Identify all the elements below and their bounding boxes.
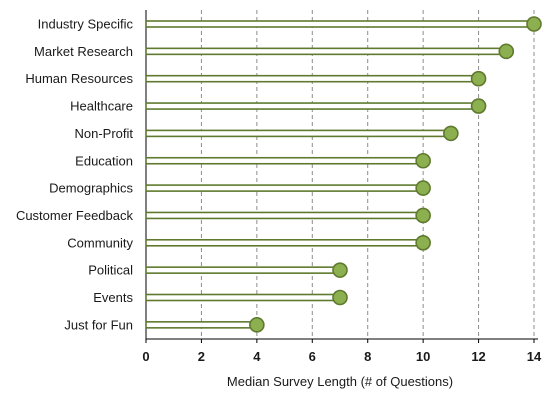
lollipop-stem bbox=[145, 266, 341, 274]
category-label: Market Research bbox=[34, 44, 133, 59]
category-label: Industry Specific bbox=[38, 17, 134, 32]
lollipop-stem bbox=[145, 74, 480, 83]
lollipop-marker bbox=[415, 235, 431, 251]
category-label: Community bbox=[67, 235, 133, 250]
lollipop-markers bbox=[249, 16, 542, 333]
category-label: Just for Fun bbox=[64, 317, 133, 332]
x-tick-label: 2 bbox=[198, 349, 205, 364]
lollipop-stem bbox=[145, 47, 508, 56]
lollipop-marker bbox=[526, 16, 542, 32]
lollipop-marker bbox=[332, 262, 348, 278]
x-tick-label: 8 bbox=[364, 349, 371, 364]
category-label: Events bbox=[93, 290, 133, 305]
x-tick-label: 10 bbox=[416, 349, 430, 364]
category-label: Customer Feedback bbox=[16, 208, 134, 223]
lollipop-stem bbox=[145, 102, 480, 110]
lollipop-marker bbox=[332, 289, 348, 306]
lollipop-marker bbox=[249, 317, 265, 333]
x-tick-label: 0 bbox=[142, 349, 149, 364]
x-tick-label: 12 bbox=[471, 349, 485, 364]
x-tick-labels: 0 2 4 6 8 10 12 14 bbox=[142, 349, 542, 364]
lollipop-marker bbox=[415, 207, 431, 224]
category-labels: Industry Specific Market Research Human Re… bbox=[16, 17, 134, 333]
lollipop-marker bbox=[498, 43, 515, 60]
category-label: Education bbox=[75, 153, 133, 168]
lollipop-stems bbox=[145, 20, 535, 329]
lollipop-marker bbox=[415, 152, 431, 169]
lollipop-stem bbox=[145, 239, 424, 247]
category-label: Non-Profit bbox=[74, 126, 133, 141]
lollipop-marker bbox=[470, 70, 487, 87]
lollipop-stem bbox=[145, 20, 535, 28]
lollipop-stem bbox=[145, 184, 424, 192]
category-label: Political bbox=[88, 263, 133, 278]
x-tick-label: 4 bbox=[253, 349, 261, 364]
axes bbox=[145, 10, 538, 343]
x-tick-label: 6 bbox=[309, 349, 316, 364]
lollipop-marker bbox=[443, 125, 459, 142]
gridlines bbox=[200, 10, 535, 339]
lollipop-stem bbox=[145, 293, 341, 302]
lollipop-stem bbox=[145, 156, 424, 165]
lollipop-stem bbox=[145, 321, 258, 329]
category-label: Healthcare bbox=[70, 99, 133, 114]
lollipop-marker bbox=[470, 98, 487, 114]
lollipop-stem bbox=[145, 211, 424, 220]
x-axis-title: Median Survey Length (# of Questions) bbox=[227, 374, 453, 389]
category-label: Demographics bbox=[49, 181, 133, 196]
lollipop-stem bbox=[145, 129, 452, 138]
category-label: Human Resources bbox=[25, 71, 133, 86]
x-tick-label: 14 bbox=[527, 349, 542, 364]
lollipop-marker bbox=[415, 180, 431, 196]
